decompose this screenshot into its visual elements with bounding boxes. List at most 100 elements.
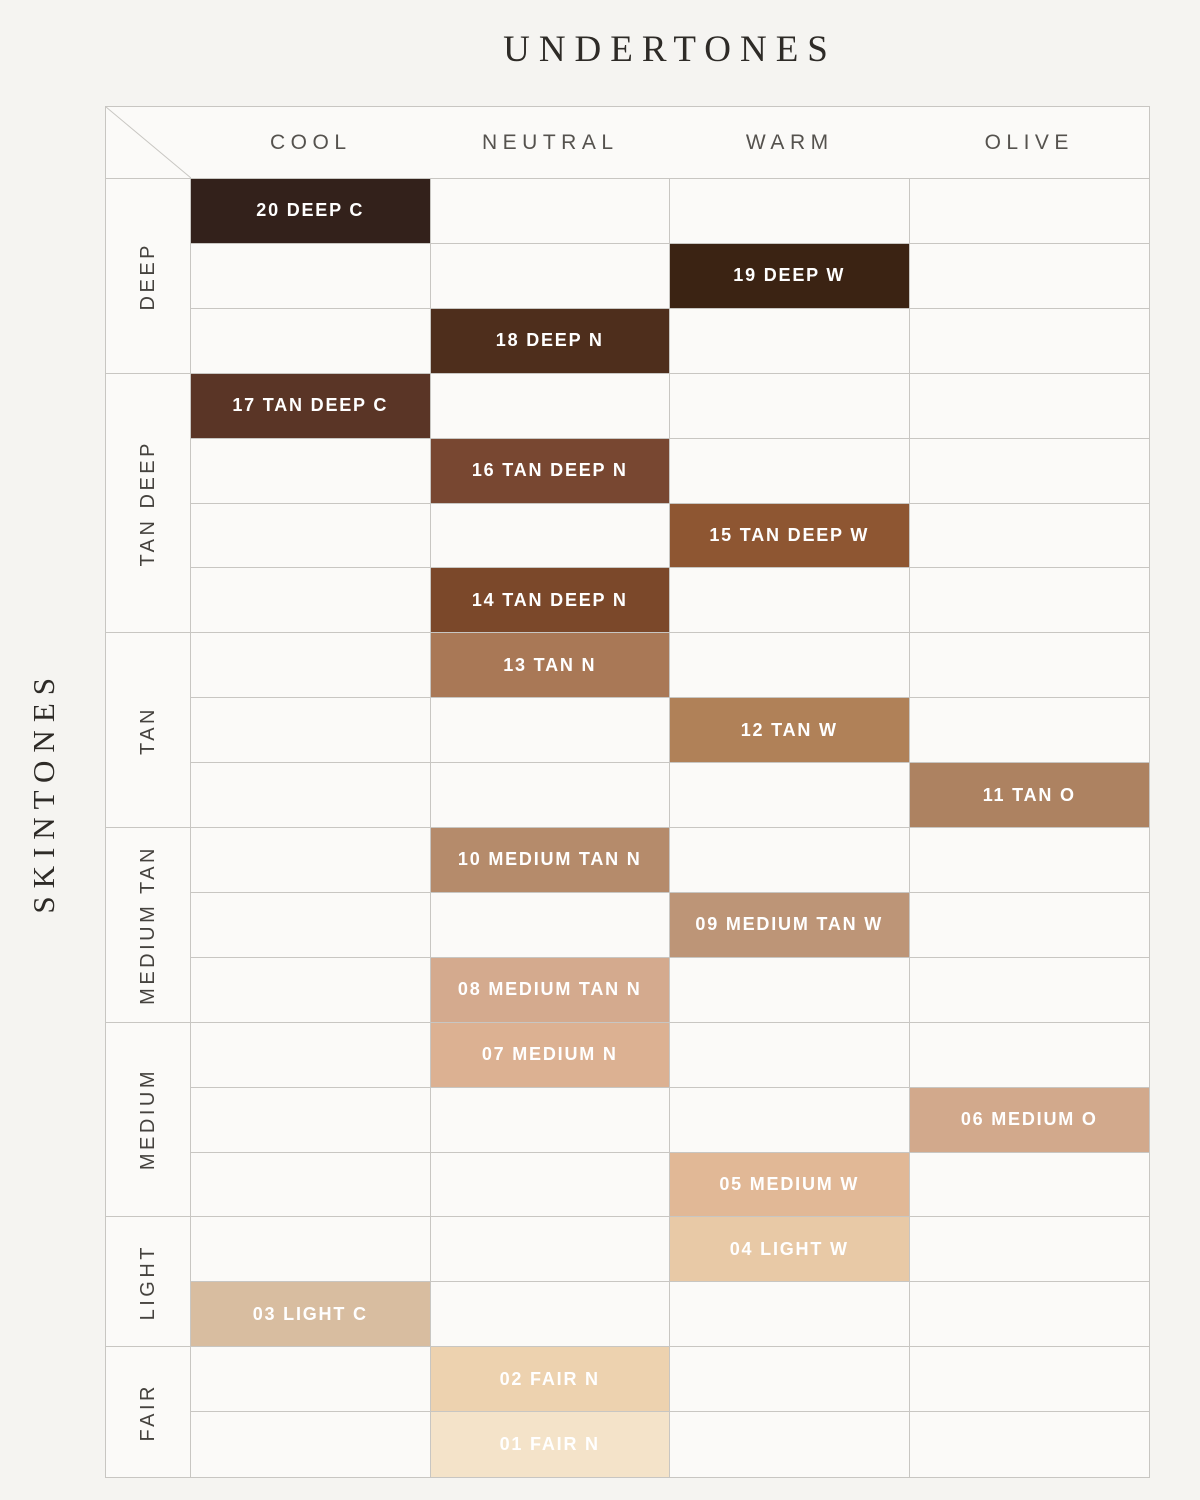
shade-swatch-13-tan-n[interactable]: 13 TAN N <box>430 633 670 699</box>
empty-cell <box>909 179 1149 244</box>
column-header-warm: WARM <box>670 107 910 179</box>
empty-cell <box>909 1347 1149 1413</box>
empty-cell <box>670 438 910 504</box>
empty-cell <box>430 698 670 764</box>
empty-cell <box>670 1022 910 1088</box>
empty-cell <box>430 1152 670 1218</box>
diagonal-divider-line <box>106 107 191 178</box>
empty-cell <box>191 1412 431 1477</box>
empty-cell <box>670 568 910 634</box>
skintone-group-label: MEDIUM <box>136 1068 159 1171</box>
empty-cell <box>909 439 1149 504</box>
empty-cell <box>191 1022 431 1088</box>
empty-cell <box>191 1152 431 1218</box>
shade-swatch-04-light-w[interactable]: 04 LIGHT W <box>670 1217 910 1283</box>
empty-cell <box>909 1282 1149 1348</box>
empty-cell <box>670 1087 910 1153</box>
empty-cell <box>430 503 670 569</box>
shade-swatch-08-medium-tan-n[interactable]: 08 MEDIUM TAN N <box>430 957 670 1023</box>
shade-swatch-06-medium-o[interactable]: 06 MEDIUM O <box>909 1087 1149 1153</box>
empty-cell <box>191 568 431 634</box>
skintone-group-label: DEEP <box>136 241 159 311</box>
empty-cell <box>430 243 670 309</box>
skintones-axis: SKINTONES <box>8 106 80 1478</box>
empty-cell <box>909 633 1149 699</box>
empty-cell <box>670 828 910 893</box>
empty-cell <box>909 958 1149 1023</box>
empty-cell <box>430 1282 670 1348</box>
empty-cell <box>191 438 431 504</box>
skintone-group-label: TAN DEEP <box>136 439 159 567</box>
shade-swatch-20-deep-c[interactable]: 20 DEEP C <box>191 179 431 244</box>
empty-cell <box>670 308 910 374</box>
skintone-group-label: LIGHT <box>136 1243 159 1320</box>
shade-swatch-03-light-c[interactable]: 03 LIGHT C <box>191 1282 431 1348</box>
empty-cell <box>191 503 431 569</box>
shade-swatch-02-fair-n[interactable]: 02 FAIR N <box>430 1347 670 1413</box>
empty-cell <box>909 828 1149 893</box>
empty-cell <box>430 763 670 828</box>
column-header-cool: COOL <box>191 107 431 179</box>
empty-cell <box>191 763 431 828</box>
empty-cell <box>909 1023 1149 1088</box>
skintone-group-medium-tan: MEDIUM TAN <box>106 828 191 1023</box>
empty-cell <box>191 243 431 309</box>
empty-cell <box>909 1217 1149 1283</box>
skintone-group-light: LIGHT <box>106 1217 191 1348</box>
skintones-axis-title: SKINTONES <box>26 670 61 914</box>
shade-swatch-14-tan-deep-n[interactable]: 14 TAN DEEP N <box>430 568 670 634</box>
empty-cell <box>909 568 1149 634</box>
skintone-group-medium: MEDIUM <box>106 1022 191 1218</box>
skintone-group-label: FAIR <box>136 1382 159 1442</box>
empty-cell <box>910 1412 1150 1477</box>
empty-cell <box>191 1347 431 1413</box>
shade-swatch-15-tan-deep-w[interactable]: 15 TAN DEEP W <box>670 503 910 569</box>
shade-swatch-12-tan-w[interactable]: 12 TAN W <box>670 698 910 764</box>
empty-cell <box>191 892 431 958</box>
empty-cell <box>909 374 1149 439</box>
empty-cell <box>191 633 431 699</box>
empty-cell <box>909 504 1149 569</box>
empty-cell <box>670 957 910 1023</box>
empty-cell <box>670 1282 910 1348</box>
shade-swatch-09-medium-tan-w[interactable]: 09 MEDIUM TAN W <box>670 892 910 958</box>
empty-cell <box>909 698 1149 764</box>
shade-swatch-18-deep-n[interactable]: 18 DEEP N <box>430 308 670 374</box>
empty-cell <box>430 892 670 958</box>
empty-cell <box>191 698 431 764</box>
skintone-group-tan: TAN <box>106 633 191 828</box>
skintone-group-tan-deep: TAN DEEP <box>106 373 191 634</box>
empty-cell <box>191 1217 431 1283</box>
shade-swatch-16-tan-deep-n[interactable]: 16 TAN DEEP N <box>430 438 670 504</box>
empty-cell <box>909 893 1149 958</box>
shade-swatch-01-fair-n[interactable]: 01 FAIR N <box>430 1412 670 1477</box>
empty-cell <box>670 1347 910 1413</box>
empty-cell <box>909 244 1149 309</box>
skintone-group-label: MEDIUM TAN <box>136 844 159 1005</box>
skintone-group-label: TAN <box>136 705 159 755</box>
empty-cell <box>670 373 910 439</box>
shade-matrix-grid: COOL NEUTRAL WARM OLIVE DEEP TAN DEEP TAN MEDIU… <box>105 106 1150 1478</box>
column-header-olive: OLIVE <box>909 107 1149 179</box>
empty-cell <box>191 308 431 374</box>
empty-cell <box>430 1217 670 1283</box>
shade-swatch-05-medium-w[interactable]: 05 MEDIUM W <box>670 1152 910 1218</box>
empty-cell <box>670 1412 910 1477</box>
undertones-axis-title: UNDERTONES <box>503 29 837 70</box>
empty-cell <box>430 1087 670 1153</box>
shade-swatch-07-medium-n[interactable]: 07 MEDIUM N <box>430 1022 670 1088</box>
empty-cell <box>430 373 670 439</box>
shade-swatch-10-medium-tan-n[interactable]: 10 MEDIUM TAN N <box>430 828 670 893</box>
column-header-neutral: NEUTRAL <box>430 107 670 179</box>
empty-cell <box>191 828 431 893</box>
empty-cell <box>191 957 431 1023</box>
shade-swatch-17-tan-deep-c[interactable]: 17 TAN DEEP C <box>191 373 431 439</box>
shade-swatch-11-tan-o[interactable]: 11 TAN O <box>909 763 1149 828</box>
empty-cell <box>191 1087 431 1153</box>
empty-cell <box>909 1153 1149 1218</box>
shade-swatch-19-deep-w[interactable]: 19 DEEP W <box>670 243 910 309</box>
empty-cell <box>430 179 670 244</box>
empty-cell <box>670 633 910 699</box>
empty-cell <box>909 309 1149 374</box>
empty-cell <box>670 179 910 244</box>
